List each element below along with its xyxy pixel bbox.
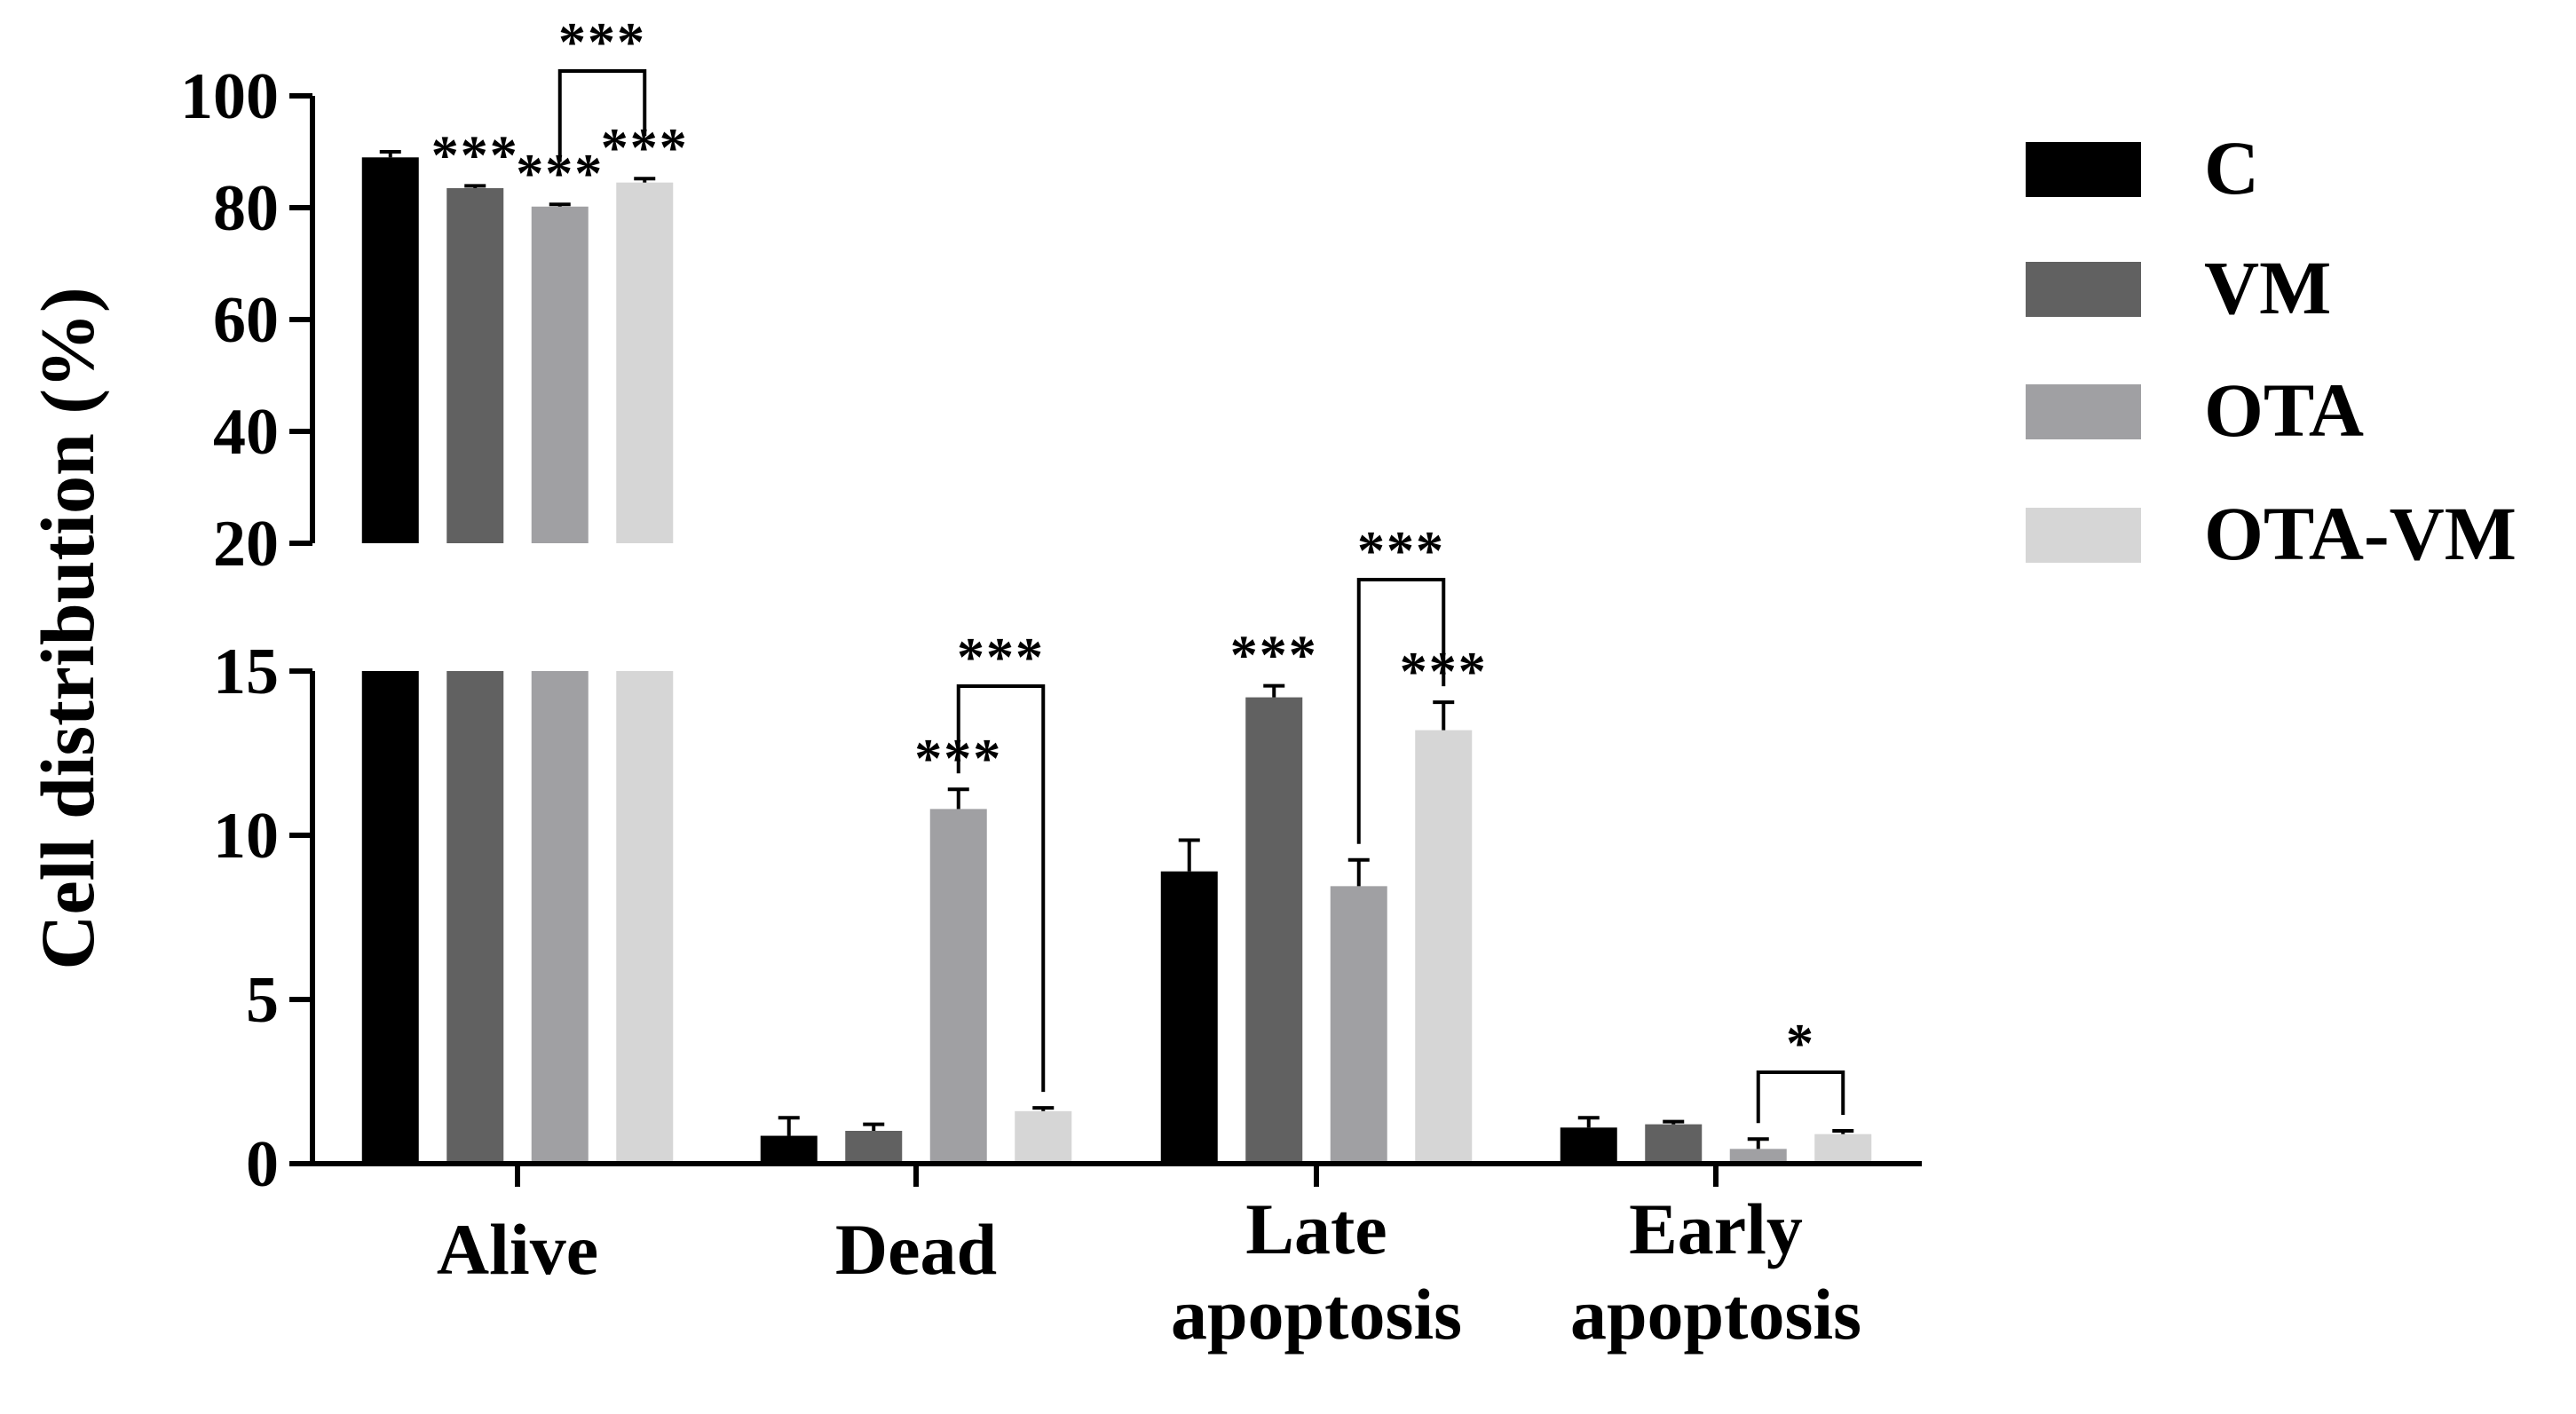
bar-c-2 (1160, 871, 1218, 1164)
bar-ota-vm-0-lower (616, 671, 674, 1164)
bar-vm-2 (1245, 697, 1303, 1164)
bracket-label-2: *** (1357, 521, 1445, 581)
y-tick-label-80: 80 (213, 172, 279, 245)
bar-ota-3 (1729, 1149, 1787, 1164)
y-tick-label-40: 40 (213, 396, 279, 469)
legend-label-ota: OTA (2204, 367, 2364, 453)
y-tick-label-60: 60 (213, 284, 279, 357)
significance-bracket-3 (1756, 1070, 1845, 1124)
significance-bracket-2 (1356, 578, 1446, 844)
bar-vm-0-upper (446, 187, 504, 543)
significance-label-4: *** (1230, 626, 1318, 686)
bar-c-1 (760, 1135, 818, 1164)
y-tick-label-10: 10 (213, 800, 279, 873)
y-tick-label-15: 15 (213, 636, 279, 708)
legend-label-ota-vm: OTA-VM (2204, 491, 2517, 576)
legend-swatch-ota-vm (2026, 508, 2141, 563)
legend-swatch-c (2026, 142, 2141, 197)
bar-ota-2 (1330, 886, 1387, 1164)
y-tick-label-5: 5 (246, 964, 279, 1037)
bar-vm-1 (845, 1131, 903, 1164)
bar-c-0-upper (361, 157, 419, 544)
significance-bracket-0 (557, 69, 647, 162)
bar-c-3 (1560, 1127, 1617, 1164)
bar-ota-vm-0-upper (616, 182, 674, 543)
y-axis-label: Cell distribution (%) (25, 287, 110, 969)
bar-ota-0-lower (531, 671, 589, 1164)
bar-vm-3 (1645, 1124, 1703, 1164)
x-category-label-0-0: Alive (437, 1209, 598, 1290)
legend-label-vm: VM (2204, 245, 2331, 330)
bracket-label-0: *** (558, 12, 646, 73)
bar-vm-0-lower (446, 671, 504, 1164)
bar-ota-vm-1 (1015, 1110, 1072, 1164)
bar-ota-0-upper (531, 206, 589, 544)
x-category-label-3-0: Early (1629, 1189, 1803, 1269)
legend-swatch-vm (2026, 262, 2141, 317)
y-tick-label-0: 0 (246, 1128, 279, 1201)
x-category-label-2-0: Late (1245, 1189, 1387, 1269)
bar-ota-1 (929, 809, 987, 1164)
bar-ota-vm-3 (1814, 1134, 1872, 1164)
legend-swatch-ota (2026, 384, 2141, 439)
y-tick-label-100: 100 (180, 60, 279, 133)
x-category-label-3-1: apoptosis (1570, 1274, 1861, 1355)
bar-c-0-lower (361, 671, 419, 1164)
y-tick-label-20: 20 (213, 508, 279, 581)
x-category-label-2-1: apoptosis (1171, 1274, 1462, 1355)
bracket-label-3: * (1786, 1014, 1815, 1074)
legend-label-c: C (2204, 125, 2259, 210)
x-category-label-1-0: Dead (835, 1209, 997, 1290)
significance-bracket-1 (956, 684, 1046, 1093)
bar-ota-vm-2 (1415, 730, 1473, 1164)
bracket-label-1: *** (957, 628, 1045, 688)
significance-label-0: *** (431, 125, 519, 186)
